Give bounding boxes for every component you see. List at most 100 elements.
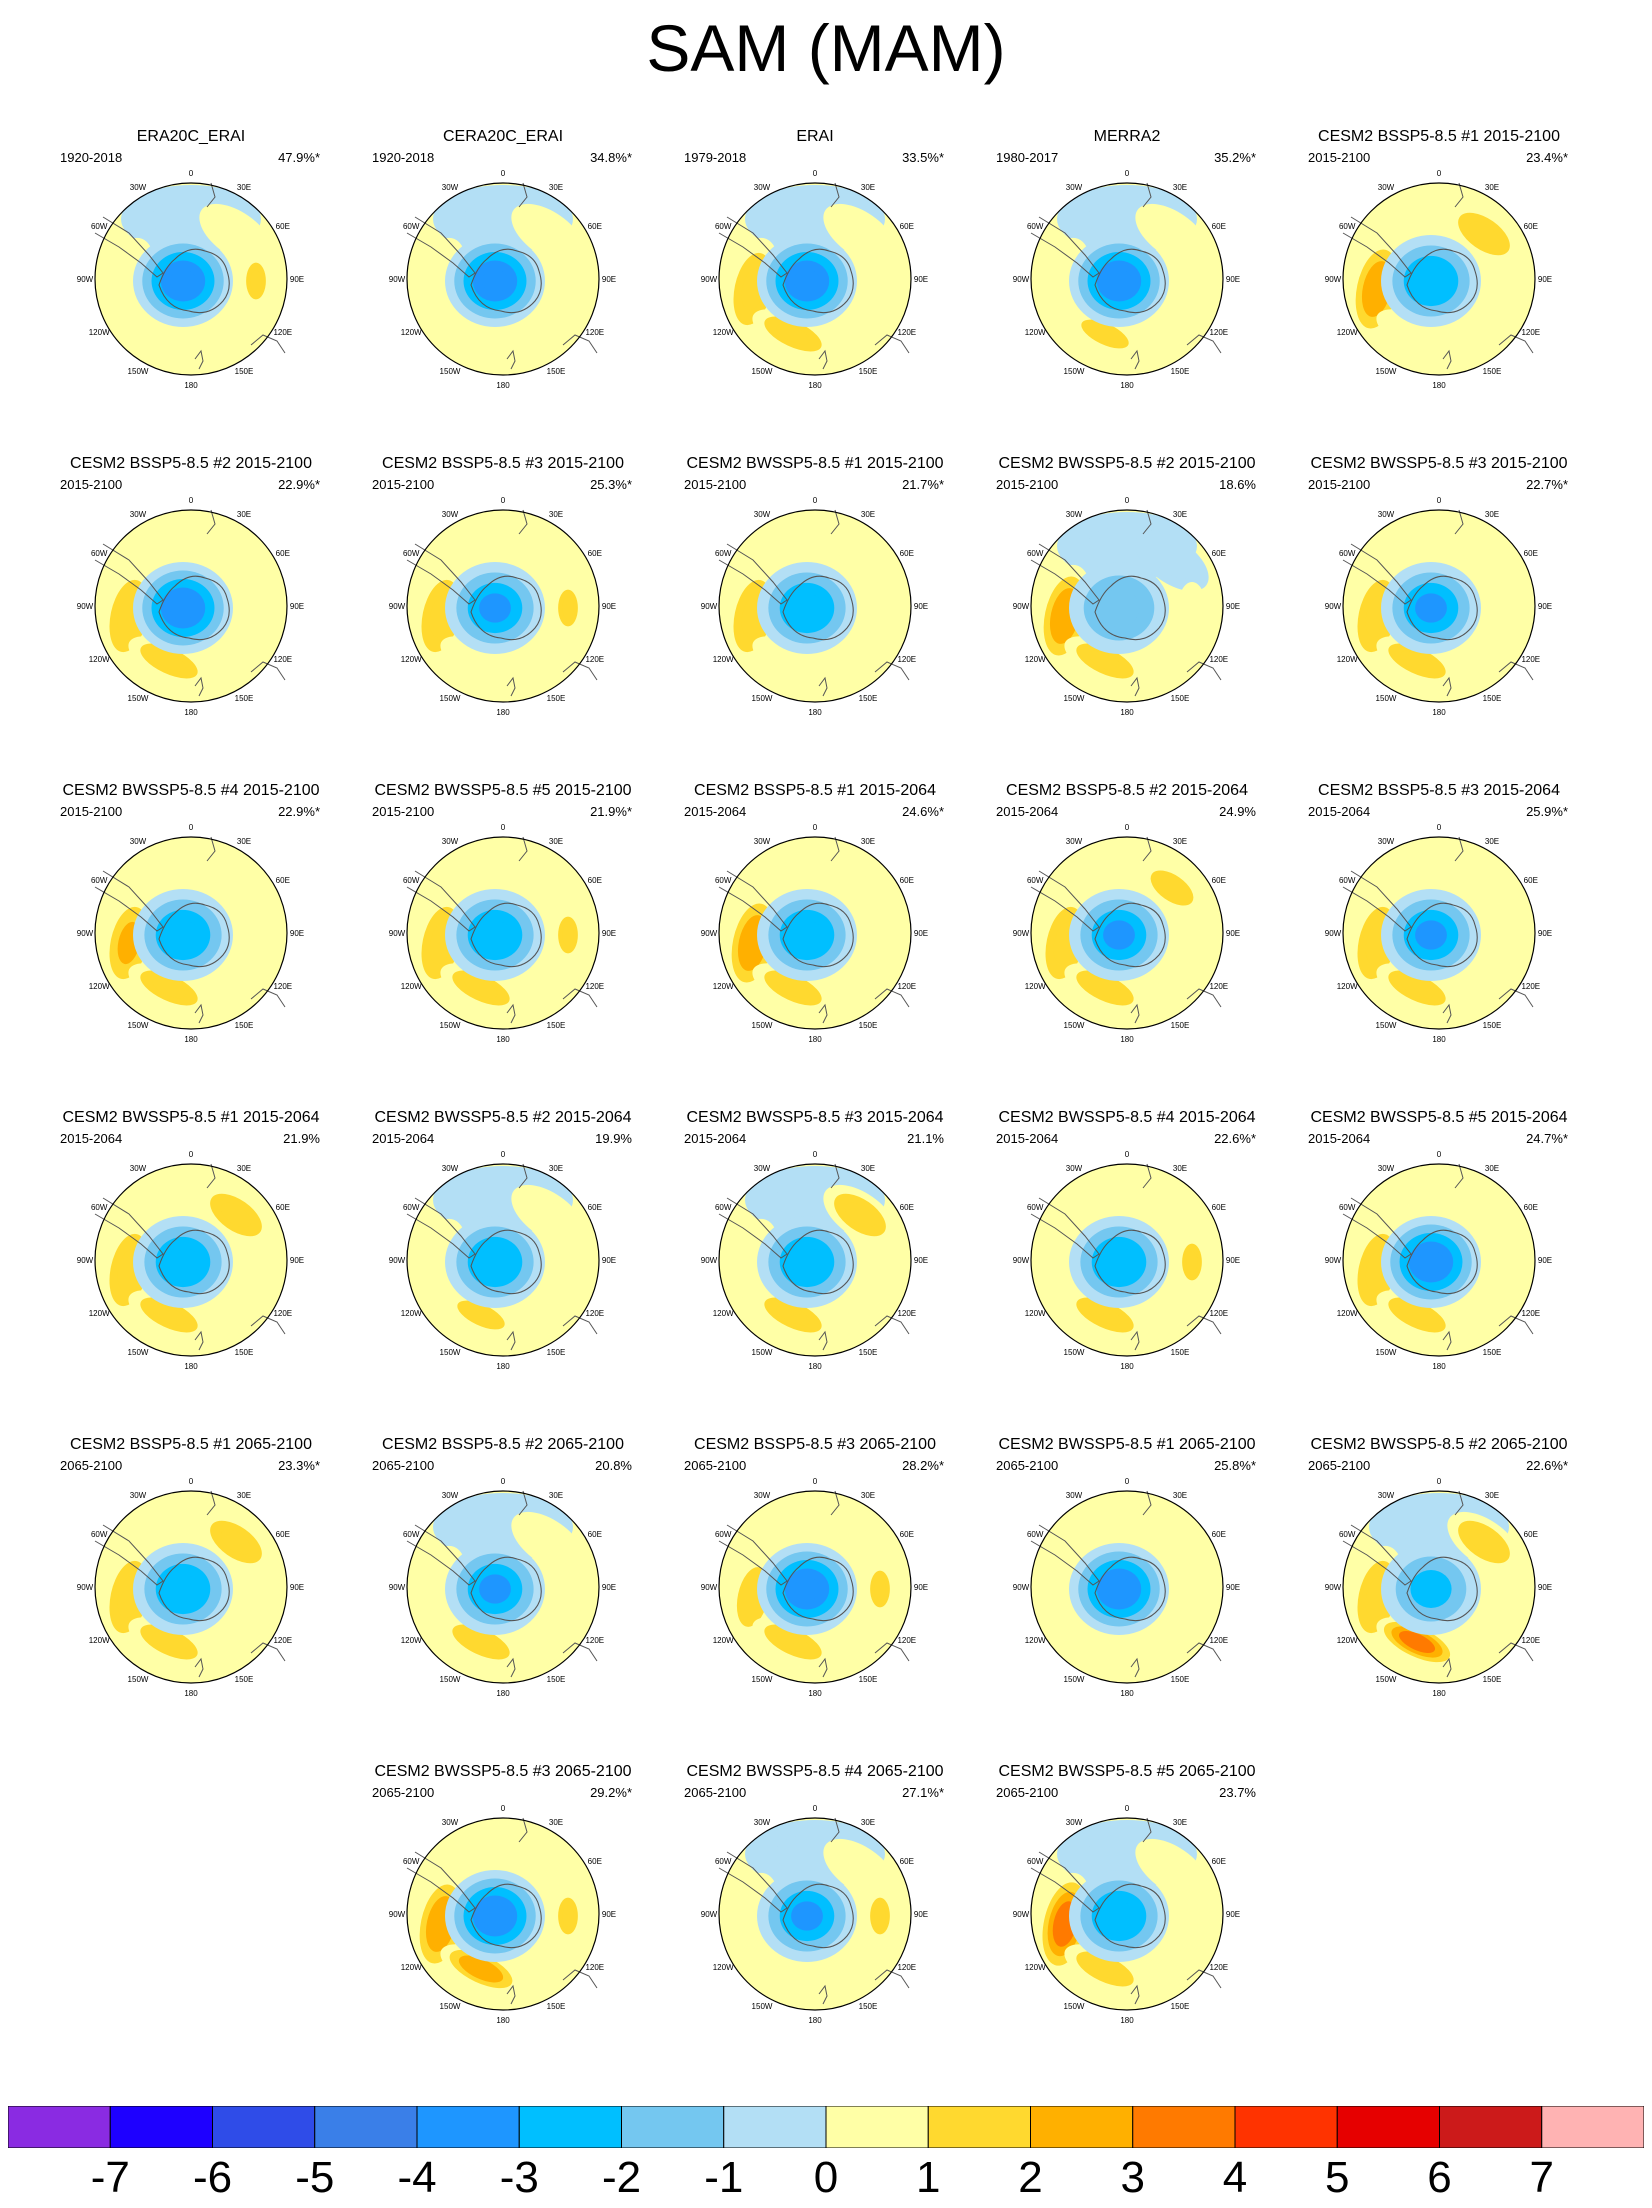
polar-map: 0 30E 60E 90E 120E 150E 180 150W 120W 90W 60W 30W xyxy=(389,823,616,1044)
polar-map: 0 30E 60E 90E 120E 150E 180 150W 120W 90W 60W 30W xyxy=(1325,169,1552,390)
panel-period: 2015-2064 xyxy=(684,804,747,819)
longitude-label: 60E xyxy=(1212,549,1226,558)
longitude-label: 150E xyxy=(1483,1675,1502,1684)
longitude-label: 180 xyxy=(496,1035,510,1044)
longitude-label: 180 xyxy=(496,1362,510,1371)
panel-period: 2015-2100 xyxy=(60,477,123,492)
longitude-label: 180 xyxy=(808,1689,822,1698)
longitude-label: 30W xyxy=(1378,837,1395,846)
colorbar-swatch xyxy=(1336,2105,1440,2149)
longitude-label: 120W xyxy=(401,1636,422,1645)
longitude-label: 120W xyxy=(401,1309,422,1318)
longitude-label: 120E xyxy=(1521,1309,1540,1318)
colorbar-tick-label: 7 xyxy=(1529,2153,1554,2202)
longitude-label: 0 xyxy=(189,169,194,178)
panel-variance-percent: 18.6% xyxy=(1219,477,1256,492)
longitude-label: 90E xyxy=(1538,602,1552,611)
contour-field xyxy=(1343,510,1535,702)
colorbar-tick-label: 2 xyxy=(1018,2153,1043,2202)
longitude-label: 60E xyxy=(900,1857,914,1866)
longitude-label: 120W xyxy=(1337,328,1358,337)
longitude-label: 60E xyxy=(900,876,914,885)
panel-variance-percent: 34.8%* xyxy=(590,150,632,165)
panel-period: 2015-2064 xyxy=(684,1131,747,1146)
longitude-label: 60W xyxy=(1027,222,1044,231)
longitude-label: 150E xyxy=(1171,1021,1190,1030)
map-boundary xyxy=(1342,1490,1536,1684)
panel-title: CESM2 BWSSP5-8.5 #4 2065-2100 xyxy=(686,1763,944,1780)
longitude-label: 150W xyxy=(440,694,461,703)
longitude-label: 120E xyxy=(897,982,916,991)
contour-field xyxy=(1031,510,1223,702)
map-boundary xyxy=(1030,509,1224,703)
longitude-label: 90W xyxy=(1013,275,1030,284)
map-boundary xyxy=(1030,1817,1224,2011)
longitude-label: 150W xyxy=(440,1021,461,1030)
panel-title: CESM2 BSSP5-8.5 #3 2015-2100 xyxy=(382,455,624,472)
colorbar-swatch xyxy=(1132,2105,1236,2149)
panel-variance-percent: 22.6%* xyxy=(1214,1131,1256,1146)
panel-variance-percent: 24.7%* xyxy=(1526,1131,1568,1146)
longitude-label: 60E xyxy=(588,876,602,885)
longitude-label: 120E xyxy=(1521,1636,1540,1645)
antarctica-coastline xyxy=(1094,1229,1166,1295)
colorbar-swatch xyxy=(1030,2105,1134,2149)
polar-map: 0 30E 60E 90E 120E 150E 180 150W 120W 90W 60W 30W xyxy=(77,1477,304,1698)
longitude-label: 30E xyxy=(237,183,251,192)
colorbar-tick-label: -5 xyxy=(295,2153,335,2202)
longitude-label: 0 xyxy=(813,823,818,832)
longitude-label: 90E xyxy=(914,275,928,284)
map-boundary xyxy=(718,1490,912,1684)
panel-variance-percent: 33.5%* xyxy=(902,150,944,165)
antarctica-coastline xyxy=(1406,1556,1478,1622)
colorbar-tick-label: 5 xyxy=(1325,2153,1350,2202)
longitude-label: 120E xyxy=(1521,982,1540,991)
longitude-label: 120E xyxy=(585,1309,604,1318)
longitude-label: 30W xyxy=(442,510,459,519)
longitude-label: 150W xyxy=(1376,367,1397,376)
longitude-label: 180 xyxy=(1432,381,1446,390)
longitude-label: 120W xyxy=(713,328,734,337)
polar-map: 0 30E 60E 90E 120E 150E 180 150W 120W 90W 60W 30W xyxy=(701,823,928,1044)
longitude-label: 150W xyxy=(128,1675,149,1684)
longitude-label: 0 xyxy=(1437,1150,1442,1159)
map-panel: CESM2 BWSSP5-8.5 #1 2015-2064 2015-2064 21… xyxy=(56,1109,326,1394)
contour-field xyxy=(1343,183,1535,375)
longitude-label: 150E xyxy=(1483,367,1502,376)
map-panel: CESM2 BWSSP5-8.5 #3 2015-2064 2015-2064 21… xyxy=(680,1109,950,1394)
map-boundary xyxy=(94,509,288,703)
longitude-label: 60E xyxy=(1212,1203,1226,1212)
longitude-label: 150E xyxy=(235,694,254,703)
panel-variance-percent: 25.8%* xyxy=(1214,1458,1256,1473)
longitude-label: 60W xyxy=(1339,876,1356,885)
longitude-label: 120W xyxy=(1337,1309,1358,1318)
longitude-label: 180 xyxy=(184,1689,198,1698)
longitude-label: 150W xyxy=(1064,367,1085,376)
longitude-label: 0 xyxy=(501,169,506,178)
polar-map: 0 30E 60E 90E 120E 150E 180 150W 120W 90W 60W 30W xyxy=(77,823,304,1044)
antarctica-coastline xyxy=(158,1556,230,1622)
longitude-label: 90E xyxy=(1226,929,1240,938)
longitude-label: 90E xyxy=(602,1910,616,1919)
longitude-label: 150W xyxy=(752,1675,773,1684)
map-panel: ERA20C_ERAI 1920-2018 47.9%* 0 30E 60E 90E 120E… xyxy=(56,128,326,413)
panel-variance-percent: 25.3%* xyxy=(590,477,632,492)
longitude-label: 120E xyxy=(585,1963,604,1972)
longitude-label: 60E xyxy=(276,222,290,231)
longitude-label: 120E xyxy=(1209,1963,1228,1972)
antarctica-coastline xyxy=(1094,1556,1166,1622)
longitude-label: 120W xyxy=(713,1309,734,1318)
longitude-label: 30E xyxy=(1173,183,1187,192)
polar-map: 0 30E 60E 90E 120E 150E 180 150W 120W 90W 60W 30W xyxy=(389,1477,616,1698)
panel-period: 2015-2064 xyxy=(996,1131,1059,1146)
longitude-label: 0 xyxy=(1125,496,1130,505)
longitude-label: 30W xyxy=(1378,510,1395,519)
longitude-label: 150W xyxy=(440,2002,461,2011)
longitude-label: 120W xyxy=(713,1963,734,1972)
longitude-label: 30W xyxy=(442,183,459,192)
longitude-label: 60E xyxy=(276,1530,290,1539)
longitude-label: 150E xyxy=(1483,1348,1502,1357)
panel-title: CESM2 BWSSP5-8.5 #5 2015-2064 xyxy=(1310,1109,1568,1126)
longitude-label: 0 xyxy=(1437,823,1442,832)
longitude-label: 120W xyxy=(713,1636,734,1645)
